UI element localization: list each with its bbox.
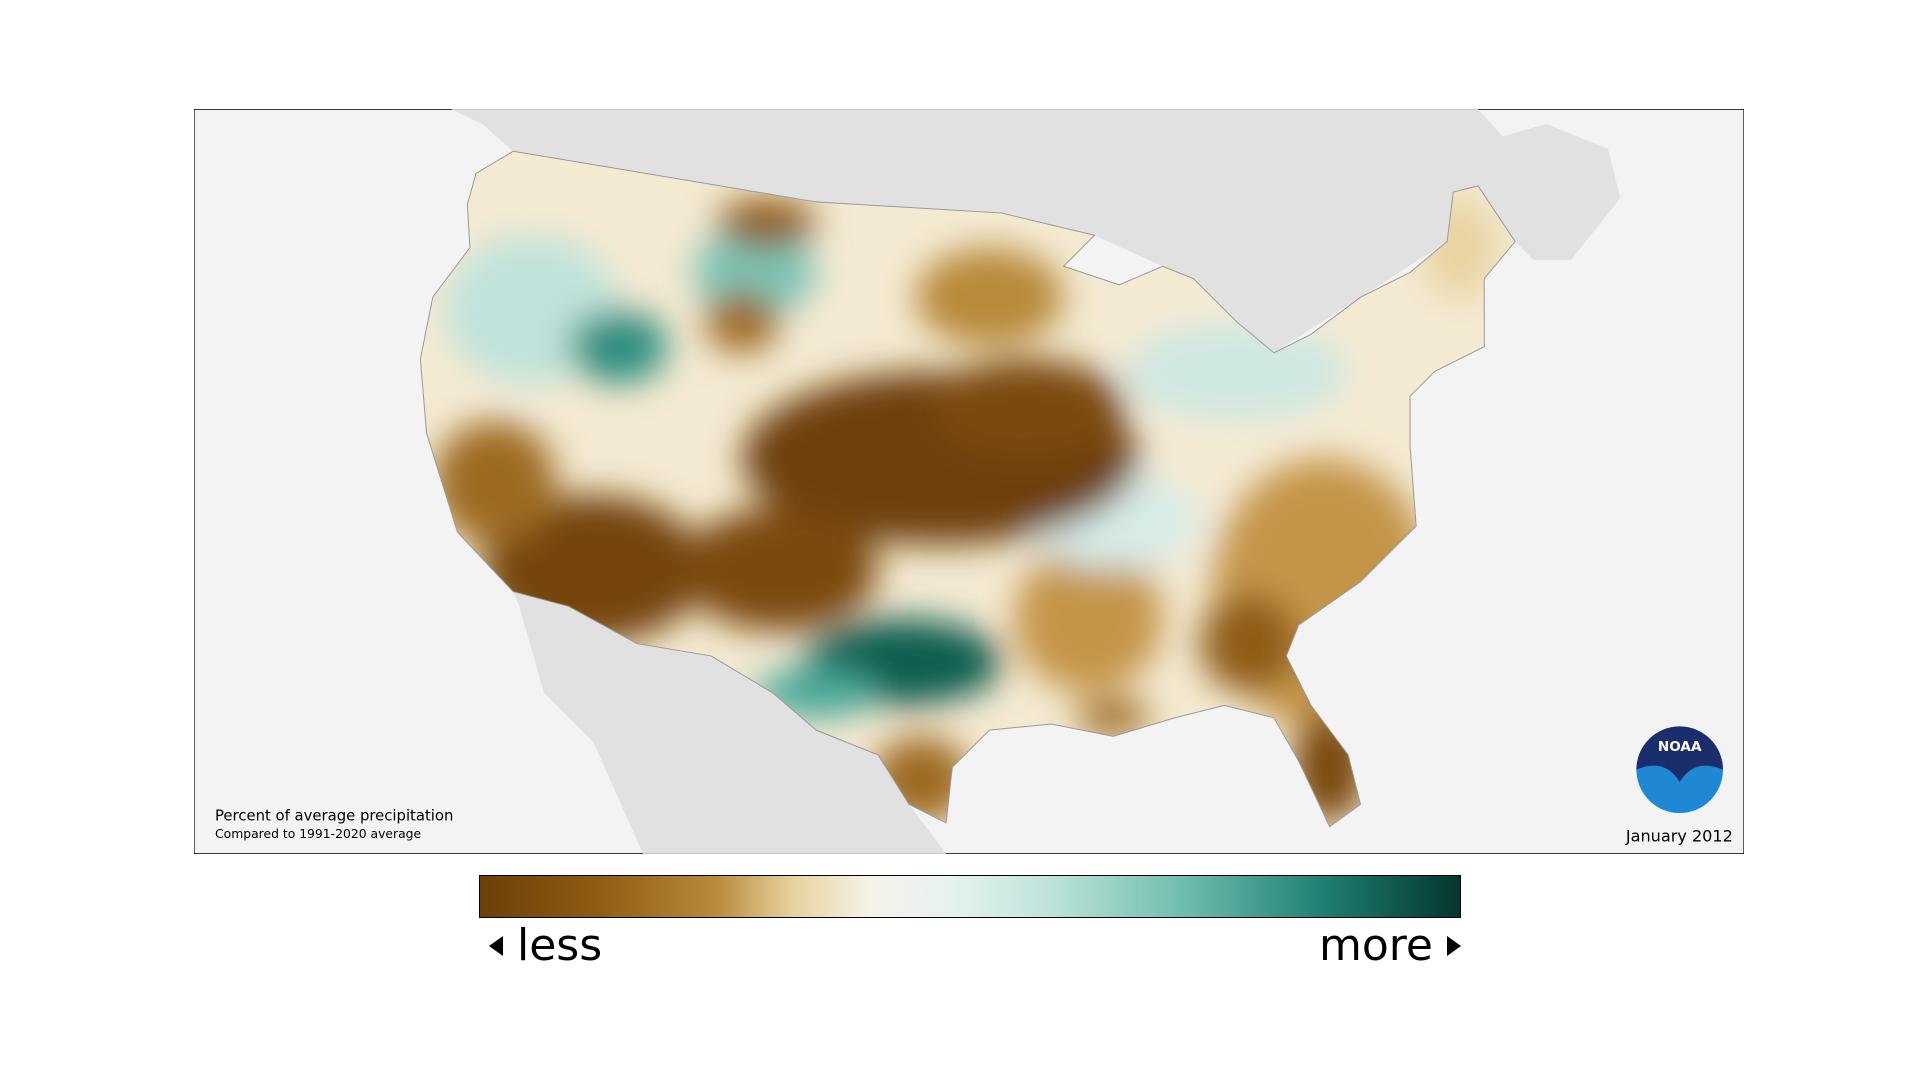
logo-text: NOAA — [1658, 739, 1702, 755]
noaa-logo: NOAA — [1636, 726, 1723, 814]
color-scale — [479, 875, 1461, 918]
legend-high: more — [1319, 920, 1461, 971]
canada — [451, 109, 1621, 353]
precip-field — [432, 198, 1497, 823]
map-subtitle: Compared to 1991-2020 average — [215, 827, 421, 841]
arrow-left — [489, 935, 503, 956]
mexico — [513, 591, 947, 854]
map-date: January 2012 — [1625, 826, 1733, 845]
legend-low: less — [489, 920, 602, 971]
high-label: more — [1319, 920, 1433, 971]
arrow-right — [1447, 935, 1461, 956]
map-title: Percent of average precipitation — [215, 807, 453, 824]
low-label: less — [517, 920, 603, 971]
map: Percent of average precipitation Compare… — [194, 109, 1744, 854]
